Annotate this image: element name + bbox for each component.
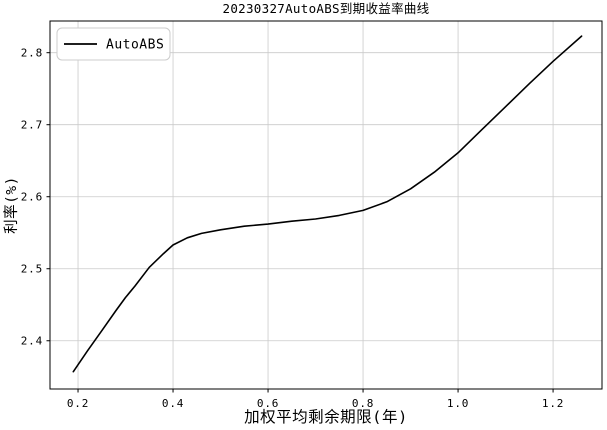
y-tick-label: 2.7	[21, 119, 43, 132]
x-tick-label: 1.2	[542, 397, 564, 410]
tick-marks	[46, 52, 554, 393]
y-axis-label: 利率(%)	[3, 176, 20, 234]
x-tick-label: 1.0	[447, 397, 469, 410]
axes-frame	[49, 20, 603, 390]
y-tick-label: 2.6	[21, 191, 43, 204]
y-tick-label: 2.8	[21, 47, 43, 60]
series-curves	[72, 35, 583, 373]
y-tick-label: 2.5	[21, 263, 43, 276]
legend-box	[56, 27, 171, 61]
legend-series-label: AutoABS	[106, 38, 164, 53]
y-tick-labels: 2.4 2.5 2.6 2.7 2.8	[21, 47, 43, 348]
x-axis-label: 加权平均剩余期限(年)	[244, 407, 408, 426]
axes-spines	[49, 20, 603, 390]
y-tick-label: 2.4	[21, 335, 43, 348]
x-tick-labels: 0.2 0.4 0.6 0.8 1.0 1.2	[67, 397, 564, 410]
x-tick-label: 0.4	[162, 397, 184, 410]
x-tick-label: 0.2	[67, 397, 89, 410]
series-curve	[72, 35, 583, 373]
x-tick-label: 0.8	[352, 397, 374, 410]
x-tick-label: 0.6	[257, 397, 279, 410]
chart-title: 20230327AutoABS到期收益率曲线	[223, 1, 430, 16]
gridlines	[50, 21, 602, 389]
legend: AutoABS	[56, 27, 171, 61]
